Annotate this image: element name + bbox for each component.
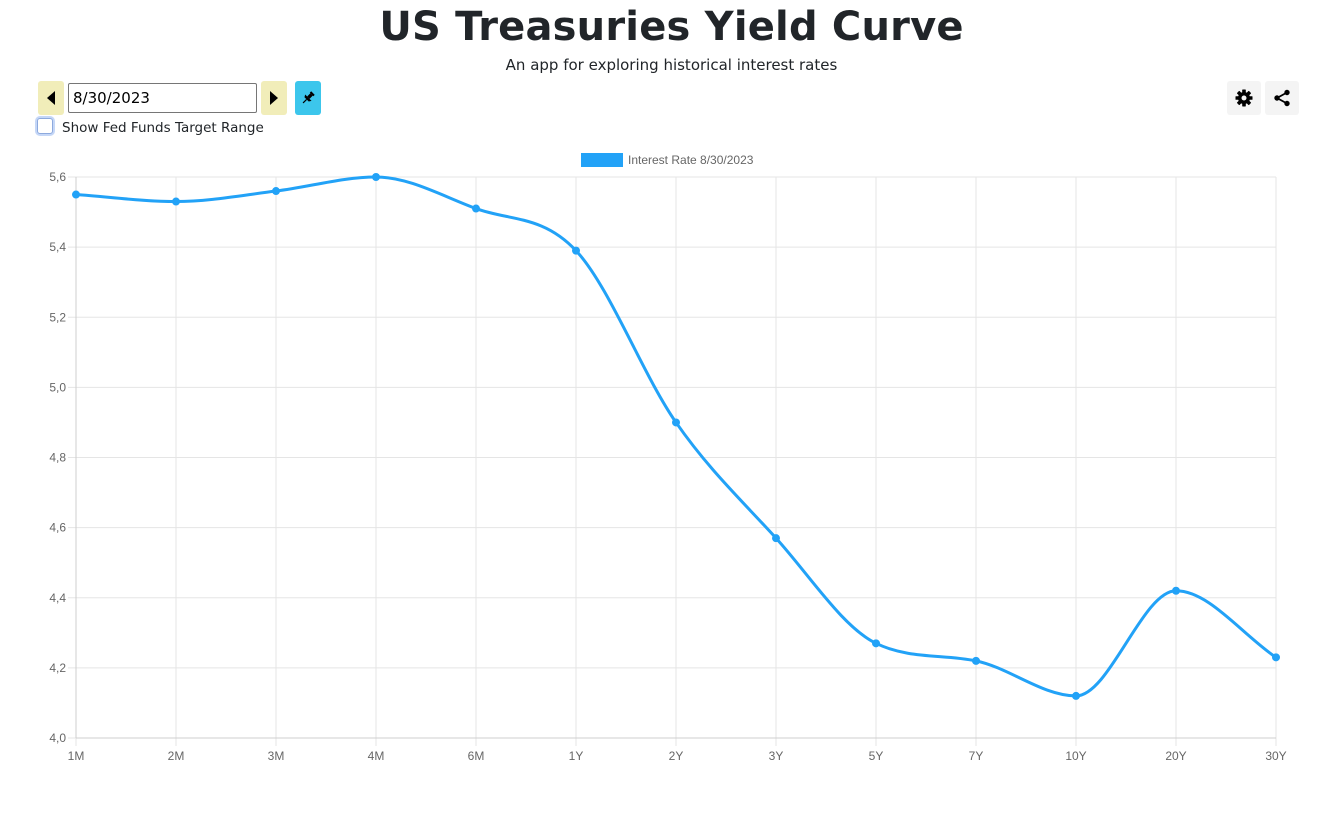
y-axis: 4,0 4,2 4,4 4,6 4,8 5,0 5,2 5,4 5,6 [49, 170, 66, 745]
chart-grid [68, 176, 1277, 746]
x-tick-label: 2Y [669, 749, 684, 763]
settings-button[interactable] [1227, 81, 1261, 115]
y-tick-label: 5,4 [49, 240, 66, 254]
fed-funds-checkbox-label: Show Fed Funds Target Range [62, 120, 264, 136]
y-tick-label: 4,8 [49, 451, 66, 465]
data-point-5y[interactable] [872, 639, 880, 648]
share-button[interactable] [1265, 81, 1299, 115]
y-tick-label: 4,6 [49, 521, 66, 535]
chart-series [72, 173, 1280, 700]
data-point-1y[interactable] [572, 246, 580, 255]
date-input[interactable] [68, 83, 257, 113]
data-point-20y[interactable] [1172, 586, 1180, 595]
triangle-left-icon [47, 91, 55, 105]
page-title: US Treasuries Yield Curve [379, 4, 964, 50]
legend-swatch[interactable] [581, 153, 623, 167]
x-axis: 1M 2M 3M 4M 6M 1Y 2Y 3Y 5Y 7Y 10Y 20Y 30Y [68, 749, 1287, 763]
data-point-10y[interactable] [1072, 691, 1080, 700]
x-tick-label: 3Y [769, 749, 784, 763]
share-icon [1274, 89, 1290, 107]
data-point-3y[interactable] [772, 534, 780, 543]
triangle-right-icon [270, 91, 278, 105]
pin-icon [302, 91, 315, 104]
data-point-2m[interactable] [172, 197, 180, 206]
data-point-3m[interactable] [272, 187, 280, 196]
y-tick-label: 5,0 [49, 380, 66, 394]
chart-legend[interactable]: Interest Rate 8/30/2023 [581, 153, 754, 167]
fed-funds-checkbox[interactable] [37, 118, 53, 134]
x-tick-label: 5Y [869, 749, 884, 763]
legend-label[interactable]: Interest Rate 8/30/2023 [628, 153, 754, 167]
x-tick-label: 20Y [1165, 749, 1186, 763]
gear-icon [1235, 89, 1253, 107]
x-tick-label: 3M [268, 749, 285, 763]
x-tick-label: 6M [468, 749, 485, 763]
data-point-30y[interactable] [1272, 653, 1280, 662]
y-tick-label: 4,2 [49, 661, 66, 675]
x-tick-label: 7Y [969, 749, 984, 763]
next-date-button[interactable] [261, 81, 287, 115]
x-tick-label: 30Y [1265, 749, 1286, 763]
data-point-7y[interactable] [972, 656, 980, 665]
page-subtitle: An app for exploring historical interest… [505, 56, 838, 74]
previous-date-button[interactable] [38, 81, 64, 115]
x-tick-label: 4M [368, 749, 385, 763]
x-tick-label: 10Y [1065, 749, 1086, 763]
yield-curve-chart: 4,0 4,2 4,4 4,6 4,8 5,0 5,2 5,4 5,6 1M 2M 3M 4M 6M 1Y… [49, 153, 1287, 763]
x-tick-label: 1Y [569, 749, 584, 763]
y-tick-label: 4,0 [49, 731, 66, 745]
y-tick-label: 5,6 [49, 170, 66, 184]
data-point-6m[interactable] [472, 204, 480, 213]
y-tick-label: 5,2 [49, 310, 66, 324]
x-tick-label: 1M [68, 749, 85, 763]
pin-button[interactable] [295, 81, 321, 115]
data-point-2y[interactable] [672, 418, 680, 427]
x-tick-label: 2M [168, 749, 185, 763]
series-line [75, 175, 1277, 698]
data-point-4m[interactable] [372, 173, 380, 181]
data-point-1m[interactable] [72, 190, 80, 199]
y-tick-label: 4,4 [49, 591, 66, 605]
